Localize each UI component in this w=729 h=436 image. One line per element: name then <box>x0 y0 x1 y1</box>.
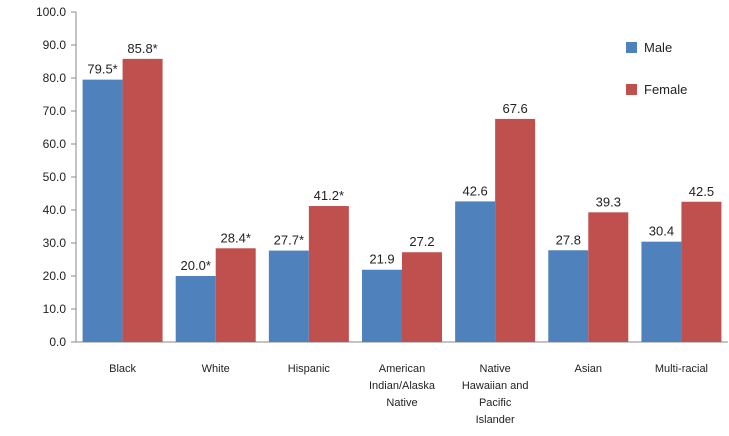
bar-male-4 <box>455 201 496 342</box>
bar-female-0 <box>122 58 163 343</box>
data-label-female: 27.2 <box>409 234 434 249</box>
data-label-male: 30.4 <box>649 224 674 239</box>
legend-swatch-male <box>626 42 637 53</box>
data-label-male: 27.7* <box>274 233 304 248</box>
y-tick-label: 50.0 <box>43 170 67 184</box>
bar-male-5 <box>548 250 589 342</box>
bars-group <box>82 58 722 343</box>
bar-male-1 <box>175 276 216 342</box>
bar-female-6 <box>681 201 722 342</box>
category-label-line: Hawaiian and <box>462 380 529 392</box>
data-label-male: 27.8 <box>556 232 581 247</box>
category-label-line: Native <box>480 363 511 375</box>
bar-male-0 <box>82 79 123 343</box>
category-label-line: White <box>202 363 230 375</box>
category-label: Native Hawaiian and Pacific Islander <box>462 363 529 426</box>
y-tick-label: 10.0 <box>43 302 67 316</box>
y-tick-label: 0.0 <box>49 335 66 349</box>
category-label: White <box>202 363 230 375</box>
category-label-line: Asian <box>575 363 603 375</box>
legend-label-female: Female <box>644 82 687 97</box>
y-tick-label: 70.0 <box>43 104 67 118</box>
category-label-line: Hispanic <box>288 363 331 375</box>
legend-label-male: Male <box>644 40 672 55</box>
y-tick-label: 60.0 <box>43 137 67 151</box>
category-label: Hispanic <box>288 363 331 375</box>
y-tick-label: 30.0 <box>43 236 67 250</box>
category-labels-group: Black White Hispanic American Indian/Alaska N… <box>109 363 708 426</box>
bar-male-3 <box>362 269 402 342</box>
category-label: American Indian/Alaska Native <box>369 363 436 409</box>
bar-female-4 <box>495 118 536 342</box>
category-label-line: Islander <box>476 414 515 426</box>
bar-female-1 <box>215 248 256 342</box>
bar-female-2 <box>308 206 349 342</box>
data-label-female: 42.5 <box>689 184 714 199</box>
data-label-female: 67.6 <box>502 101 527 116</box>
y-tick-label: 80.0 <box>43 71 67 85</box>
bar-female-5 <box>588 212 629 342</box>
category-label-line: Native <box>386 397 417 409</box>
data-label-male: 20.0* <box>181 258 211 273</box>
data-label-female: 28.4* <box>221 230 251 245</box>
data-label-male: 42.6 <box>462 183 487 198</box>
category-label-line: Indian/Alaska <box>369 380 436 392</box>
y-tick-label: 90.0 <box>43 38 67 52</box>
category-label: Asian <box>575 363 603 375</box>
data-labels-group: 79.5* 85.8* 20.0* 28.4* 27.7* 41.2* 21.9 27.2 42… <box>87 41 714 273</box>
y-tick-label: 40.0 <box>43 203 67 217</box>
legend-swatch-female <box>626 84 637 95</box>
y-axis-ticks: 0.0 10.0 20.0 30.0 40.0 50.0 60.0 70.0 80.0 90.0 1… <box>36 5 76 349</box>
category-label-line: Multi-racial <box>655 363 708 375</box>
category-label-line: Pacific <box>479 397 512 409</box>
bar-male-6 <box>641 241 682 342</box>
category-label: Black <box>109 363 136 375</box>
legend: Male Female <box>626 40 687 97</box>
y-tick-label: 100.0 <box>36 5 66 19</box>
category-label-line: Black <box>109 363 136 375</box>
bar-female-3 <box>402 252 442 342</box>
data-label-female: 85.8* <box>127 41 157 56</box>
data-label-male: 79.5* <box>87 62 117 77</box>
category-label-line: American <box>379 363 425 375</box>
category-label: Multi-racial <box>655 363 708 375</box>
data-label-female: 41.2* <box>314 188 344 203</box>
data-label-male: 21.9 <box>369 252 394 267</box>
y-tick-label: 20.0 <box>43 269 67 283</box>
data-label-female: 39.3 <box>596 194 621 209</box>
bar-male-2 <box>268 250 309 342</box>
